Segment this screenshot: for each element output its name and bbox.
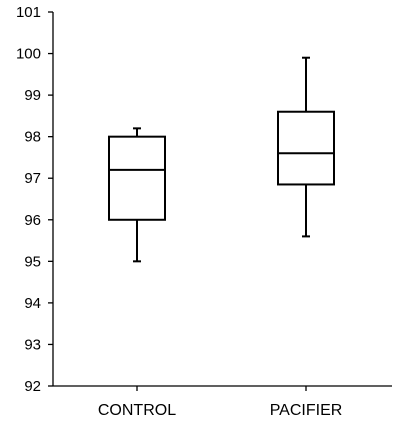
iqr-box-control <box>108 135 166 221</box>
iqr-box-pacifier <box>277 110 335 186</box>
y-tick-label-92: 92 <box>24 378 41 395</box>
x-tick-label-pacifier: PACIFIER <box>270 402 343 419</box>
y-tick-label-98: 98 <box>24 129 41 146</box>
y-tick-label-94: 94 <box>24 295 41 312</box>
plot-area <box>108 56 335 263</box>
y-tick-label-96: 96 <box>24 212 41 229</box>
y-tick-label-99: 99 <box>24 87 41 104</box>
x-tick-label-control: CONTROL <box>98 402 176 419</box>
y-tick-label-100: 100 <box>16 46 41 63</box>
box-pacifier <box>277 56 335 238</box>
y-tick-label-97: 97 <box>24 170 41 187</box>
y-axis: 92 93 94 95 96 97 98 99 100 101 <box>16 4 54 395</box>
y-tick-label-101: 101 <box>16 4 41 21</box>
x-axis: CONTROL PACIFIER <box>53 385 392 419</box>
box-control <box>108 127 166 263</box>
y-tick-label-93: 93 <box>24 336 41 353</box>
y-tick-label-95: 95 <box>24 253 41 270</box>
